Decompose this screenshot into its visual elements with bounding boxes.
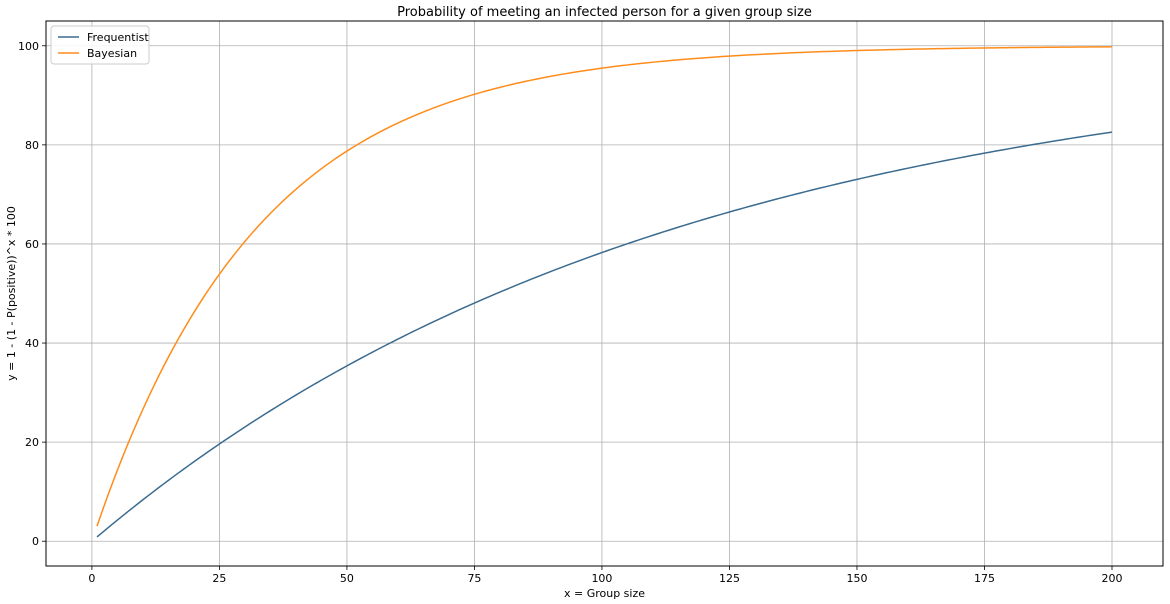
series-line-frequentist [96, 131, 1113, 538]
x-tick-label: 200 [1101, 572, 1122, 585]
x-axis-ticks: 0 25 50 75 100 125 150 175 200 [88, 566, 1122, 585]
x-tick-label: 0 [88, 572, 95, 585]
legend-box [50, 25, 150, 65]
y-tick-label: 60 [25, 238, 39, 251]
legend: Frequentist Bayesian [50, 25, 150, 65]
x-tick-label: 75 [467, 572, 481, 585]
x-tick-label: 25 [212, 572, 226, 585]
legend-label: Frequentist [87, 31, 149, 44]
y-axis-label: y = 1 - (1 - P(positive))^x * 100 [5, 206, 18, 381]
series-line-bayesian [96, 46, 1113, 527]
y-tick-label: 100 [18, 40, 39, 53]
x-tick-label: 100 [591, 572, 612, 585]
x-tick-label: 50 [340, 572, 354, 585]
grid-lines [46, 21, 1163, 566]
y-axis-ticks: 0 20 40 60 80 100 [18, 40, 46, 548]
y-tick-label: 40 [25, 337, 39, 350]
series-lines [96, 46, 1113, 538]
y-tick-label: 0 [32, 535, 39, 548]
chart-title: Probability of meeting an infected perso… [397, 5, 812, 20]
y-tick-label: 20 [25, 436, 39, 449]
x-tick-label: 150 [846, 572, 867, 585]
x-tick-label: 125 [719, 572, 740, 585]
y-tick-label: 80 [25, 139, 39, 152]
x-tick-label: 175 [974, 572, 995, 585]
plot-frame [45, 20, 1164, 567]
legend-label: Bayesian [87, 47, 137, 60]
x-axis-label: x = Group size [564, 587, 645, 600]
